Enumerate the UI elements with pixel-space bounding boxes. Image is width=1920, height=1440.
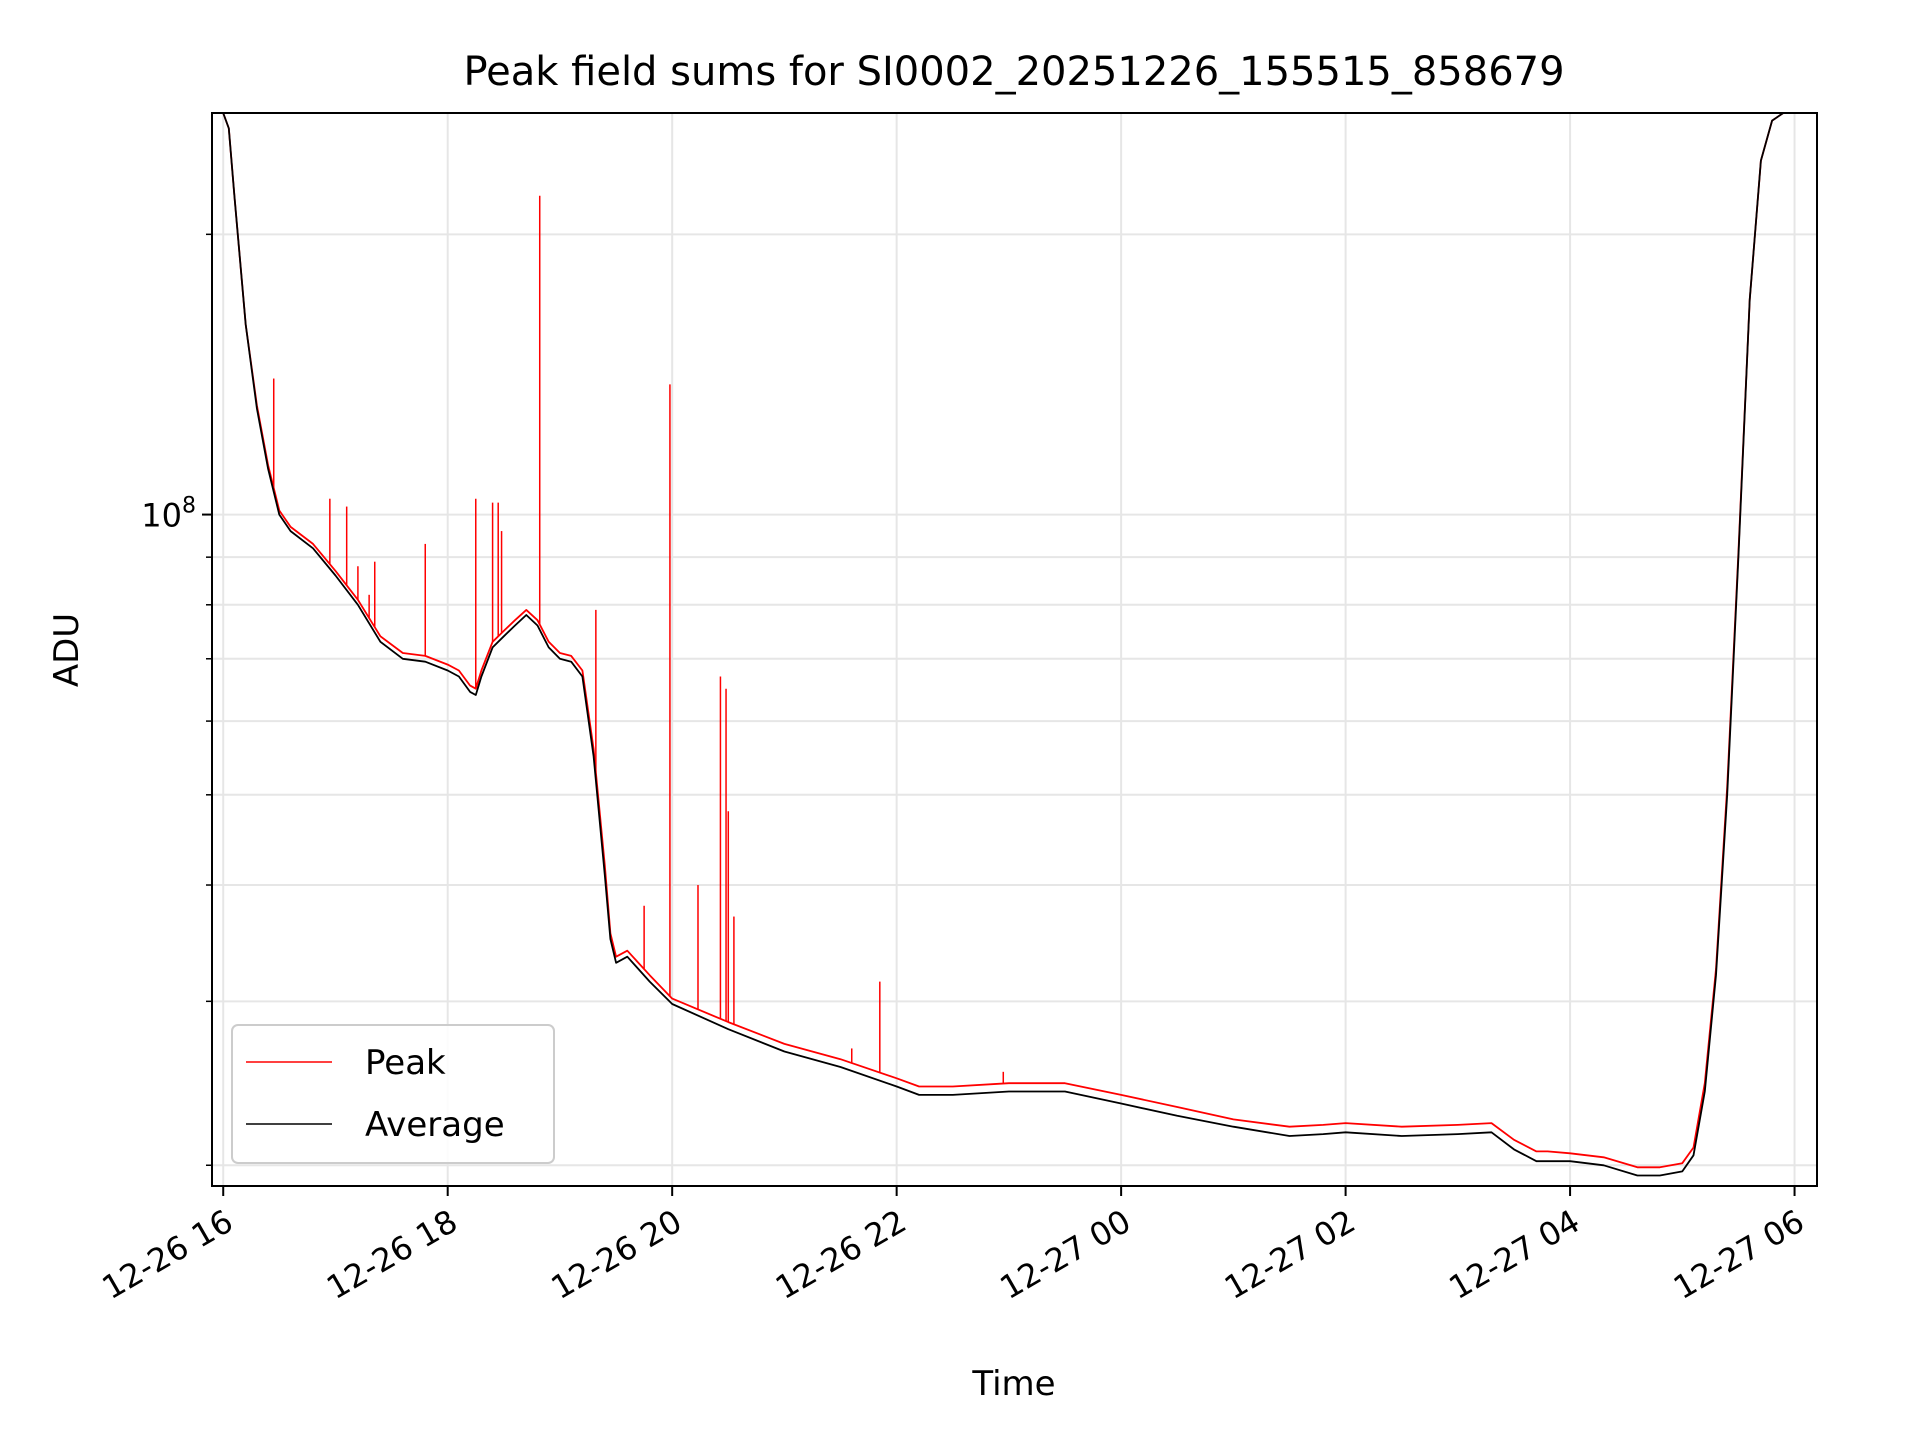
y-tick-label: 108 [141, 494, 196, 535]
plot-frame [211, 112, 1818, 1187]
legend-box [231, 1024, 555, 1164]
grid-lines [212, 113, 1817, 1186]
legend: Peak Average [231, 1024, 555, 1164]
y-axis: 108 [141, 233, 212, 1167]
series-line-peak [222, 112, 1795, 1169]
chart-title: Peak field sums for SI0002_20251226_1555… [463, 49, 1564, 95]
series-line-average [222, 112, 1795, 1177]
y-axis-label: ADU [47, 613, 87, 687]
legend-label-peak: Peak [365, 1043, 446, 1083]
legend-label-average: Average [365, 1105, 505, 1145]
plot-series [222, 112, 1795, 1177]
x-axis-label: Time [971, 1364, 1055, 1404]
